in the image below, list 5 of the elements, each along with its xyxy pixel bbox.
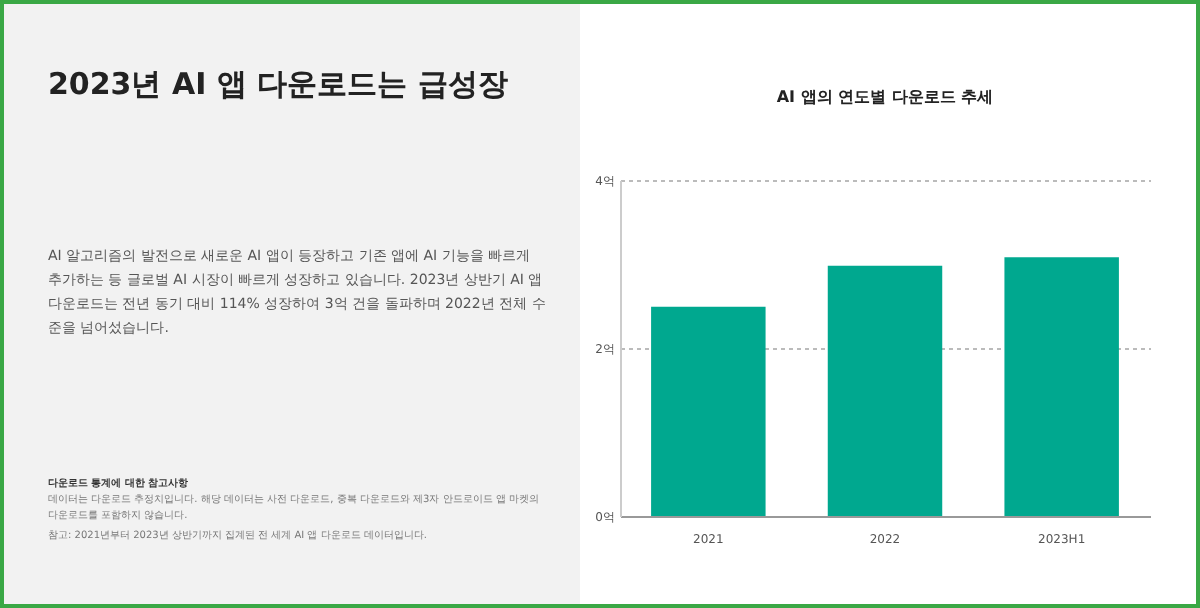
chart-subtitle: AI 앱의 연도별 다운로드 추세 [776, 88, 994, 106]
bar [1004, 257, 1119, 516]
text: 2023년 AI 앱 다운로드는 급성장 [48, 64, 510, 104]
bar [651, 306, 766, 516]
bar [827, 265, 943, 516]
